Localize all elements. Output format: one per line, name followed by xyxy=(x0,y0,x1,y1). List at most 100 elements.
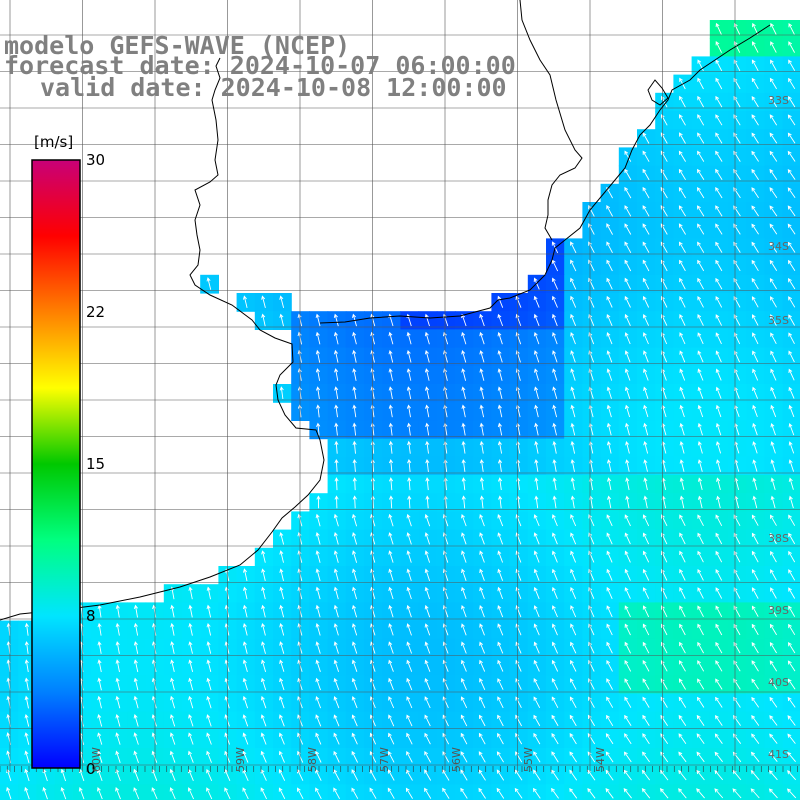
wind-arrow xyxy=(788,59,796,71)
wind-speed-cell xyxy=(782,602,800,622)
wind-speed-cell xyxy=(72,784,92,800)
wind-arrow xyxy=(461,532,467,545)
wind-arrow xyxy=(133,750,139,763)
wind-arrow xyxy=(406,750,413,763)
wind-arrow xyxy=(606,386,612,399)
wind-arrow xyxy=(697,368,704,381)
wind-arrow xyxy=(770,368,777,381)
wind-arrow xyxy=(624,277,632,290)
wind-arrow xyxy=(715,314,723,326)
wind-arrow xyxy=(334,404,339,418)
wind-arrow xyxy=(751,96,759,108)
wind-arrow xyxy=(206,641,212,654)
wind-arrow xyxy=(279,677,285,691)
wind-arrow xyxy=(552,313,558,327)
wind-arrow xyxy=(315,550,321,563)
wind-arrow xyxy=(770,605,777,617)
wind-arrow xyxy=(769,660,778,672)
wind-arrow xyxy=(97,641,102,654)
wind-arrow xyxy=(696,751,705,763)
wind-arrow xyxy=(424,386,430,400)
wind-arrow xyxy=(715,368,722,381)
wind-arrow xyxy=(678,678,686,690)
wind-arrow xyxy=(751,678,759,690)
wind-arrow xyxy=(97,659,102,673)
wind-arrow xyxy=(697,459,703,472)
wind-arrow xyxy=(442,604,449,618)
lat-label-39s: 39S xyxy=(768,604,789,617)
wind-speed-cell xyxy=(782,475,800,494)
wind-arrow xyxy=(770,386,777,399)
wind-arrow xyxy=(679,132,686,144)
wind-arrow xyxy=(696,788,705,799)
wind-arrow xyxy=(606,313,613,326)
wind-arrow xyxy=(407,477,412,491)
wind-arrow xyxy=(352,331,357,345)
wind-arrow xyxy=(406,586,412,600)
wind-arrow xyxy=(679,314,686,326)
wind-arrow xyxy=(697,332,704,345)
wind-vector-arrows xyxy=(6,22,797,800)
wind-arrow xyxy=(788,314,795,326)
wind-arrow xyxy=(768,788,778,799)
wind-arrow xyxy=(242,750,249,763)
wind-arrow xyxy=(642,696,650,708)
wind-arrow xyxy=(769,187,778,199)
wind-arrow xyxy=(388,604,394,618)
wind-arrow xyxy=(751,259,759,272)
wind-arrow xyxy=(697,568,704,581)
wind-arrow xyxy=(406,532,412,545)
wind-arrow xyxy=(261,550,266,563)
wind-arrow xyxy=(442,787,450,799)
wind-arrow xyxy=(715,168,723,181)
wind-arrow xyxy=(697,259,705,272)
wind-arrow xyxy=(732,788,742,799)
wind-speed-cell xyxy=(455,784,474,800)
wind-arrow xyxy=(334,495,339,509)
wind-arrow xyxy=(624,223,632,235)
colorbar-tick-0: 0 xyxy=(86,760,96,778)
wind-arrow xyxy=(569,733,577,745)
wind-arrow xyxy=(679,514,686,527)
wind-arrow xyxy=(606,459,612,472)
wind-arrow xyxy=(534,422,539,436)
wind-arrow xyxy=(460,732,468,745)
wind-arrow xyxy=(388,550,394,563)
wind-arrow xyxy=(387,787,395,799)
wind-arrow xyxy=(315,313,321,327)
wind-arrow xyxy=(206,604,212,618)
wind-arrow xyxy=(551,787,559,799)
wind-arrow xyxy=(751,150,759,162)
wind-arrow xyxy=(679,114,686,126)
wind-arrow xyxy=(315,568,321,582)
wind-arrow xyxy=(187,787,195,800)
wind-arrow xyxy=(533,751,541,763)
wind-arrow xyxy=(552,404,558,418)
wind-arrow xyxy=(625,459,630,472)
wind-arrow xyxy=(642,259,650,272)
wind-arrow xyxy=(133,641,139,654)
wind-arrow xyxy=(406,732,413,745)
wind-arrow xyxy=(679,332,686,345)
wind-arrow xyxy=(715,59,723,72)
wind-arrow xyxy=(623,751,632,763)
wind-arrow xyxy=(478,751,486,763)
wind-arrow xyxy=(315,349,321,363)
wind-arrow xyxy=(515,696,522,709)
wind-speed-cell xyxy=(782,38,800,57)
wind-arrow xyxy=(151,787,158,800)
wind-arrow xyxy=(642,332,649,345)
model-title: modelo GEFS-WAVE (NCEP) xyxy=(4,31,351,60)
wind-speed-cell xyxy=(782,111,800,130)
wind-arrow xyxy=(315,750,322,763)
wind-arrow xyxy=(750,751,760,763)
wind-arrow xyxy=(533,769,541,781)
wind-arrow xyxy=(279,386,284,400)
wind-arrow xyxy=(769,223,778,235)
wind-arrow xyxy=(588,204,595,217)
wind-arrow xyxy=(751,660,759,672)
wind-arrow xyxy=(751,733,760,744)
wind-arrow xyxy=(352,586,358,600)
wind-arrow xyxy=(242,604,248,618)
wind-arrow xyxy=(787,751,796,762)
